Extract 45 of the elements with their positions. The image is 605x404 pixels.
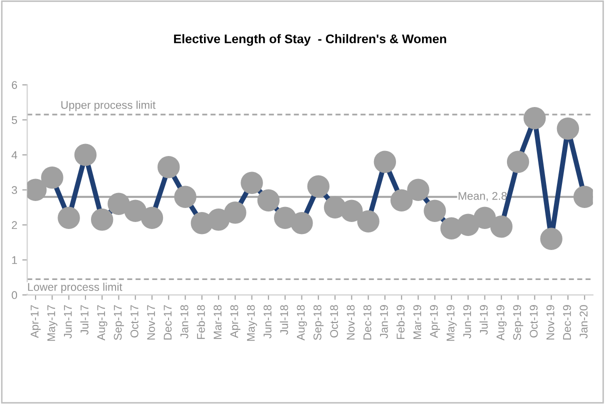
- x-tick-label: Mar-19: [413, 305, 422, 339]
- y-tick-label: 2: [12, 221, 17, 229]
- y-tick-label: 6: [12, 81, 18, 89]
- y-tick-label: 3: [12, 186, 18, 194]
- x-tick-label: Aug-19: [496, 305, 507, 340]
- x-tick-label: Feb-19: [396, 305, 405, 339]
- x-tick-label: Jul-17: [80, 305, 88, 335]
- x-tick-label: Apr-17: [30, 305, 41, 338]
- x-tick-label: Oct-19: [530, 305, 538, 338]
- x-tick-label: Dec-18: [363, 305, 372, 340]
- x-tick-label: Oct-17: [130, 305, 138, 338]
- x-tick-label: Jul-19: [480, 305, 488, 335]
- x-tick-label: May-17: [47, 305, 58, 341]
- x-tick-label: Jul-18: [280, 305, 288, 335]
- x-tick-label: Jun-18: [264, 305, 272, 338]
- x-tick-label: Jun-19: [463, 305, 472, 338]
- x-tick-label: Jan-18: [180, 305, 188, 338]
- x-tick-label: Sep-17: [114, 305, 124, 340]
- y-tick-label: 1: [12, 256, 17, 264]
- x-tick-label: Jun-17: [64, 305, 72, 338]
- x-tick-label: May-19: [446, 305, 457, 341]
- x-tick-label: Dec-19: [563, 305, 571, 340]
- x-tick-label: Nov-19: [546, 305, 554, 340]
- x-tick-label: Apr-19: [430, 305, 440, 338]
- x-tick-label: Jan-19: [380, 305, 388, 338]
- ref-line-label: Upper process limit: [61, 100, 156, 112]
- chart-title: Elective Length of Stay - Children's & Women: [174, 34, 446, 46]
- y-tick-label: 0: [12, 291, 18, 300]
- x-tick-label: Aug-17: [97, 305, 108, 340]
- x-tick-label: Nov-18: [346, 305, 355, 340]
- x-tick-label: Apr-18: [230, 305, 240, 338]
- x-tick-label: Feb-18: [196, 305, 205, 339]
- x-tick-label: Sep-18: [313, 305, 324, 340]
- x-tick-label: Aug-18: [296, 305, 307, 340]
- x-tick-label: Jan-20: [580, 305, 588, 338]
- x-tick-label: Mar-18: [214, 305, 222, 339]
- x-tick-label: Sep-19: [513, 305, 524, 340]
- ref-line-label: Lower process limit: [28, 282, 122, 294]
- x-tick-label: Dec-17: [164, 305, 172, 340]
- x-tick-label: Nov-17: [147, 305, 155, 340]
- ref-line-label: Mean, 2.8: [458, 192, 507, 202]
- x-tick-label: May-18: [246, 305, 258, 341]
- y-tick-label: 4: [12, 151, 18, 159]
- x-tick-label: Oct-18: [330, 305, 338, 338]
- y-tick-label: 5: [12, 116, 18, 124]
